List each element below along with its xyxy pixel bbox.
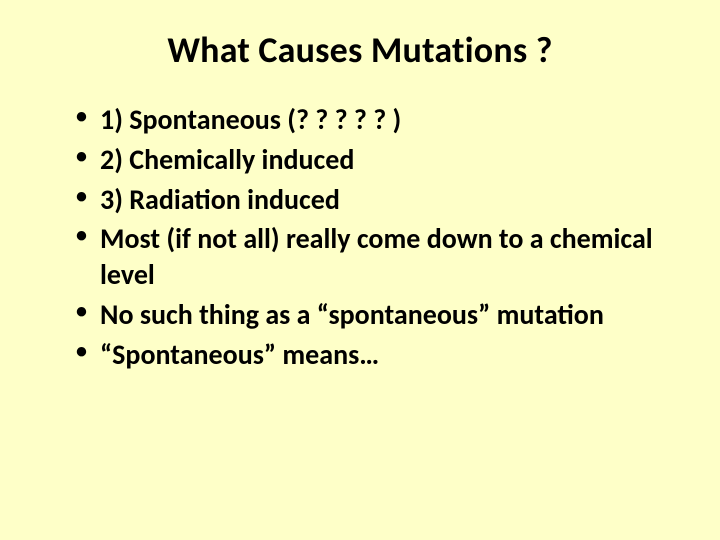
list-item: No such thing as a “spontaneous” mutatio… xyxy=(82,297,670,333)
list-item: 3) Radiation induced xyxy=(82,182,670,218)
bullet-list: 1) Spontaneous (? ? ? ? ? ) 2) Chemicall… xyxy=(50,102,670,373)
slide-title: What Causes Mutations ? xyxy=(50,28,670,72)
slide: What Causes Mutations ? 1) Spontaneous (… xyxy=(0,0,720,540)
list-item: Most (if not all) really come down to a … xyxy=(82,221,670,293)
list-item: “Spontaneous” means… xyxy=(82,337,670,373)
list-item: 2) Chemically induced xyxy=(82,142,670,178)
list-item: 1) Spontaneous (? ? ? ? ? ) xyxy=(82,102,670,138)
